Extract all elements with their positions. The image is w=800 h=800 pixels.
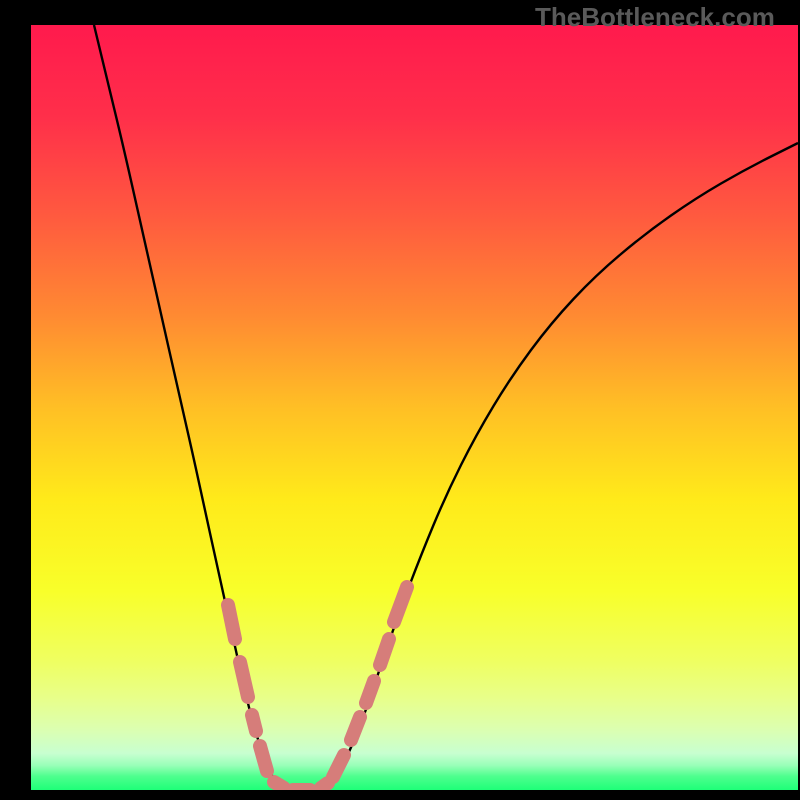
highlight-dash bbox=[260, 746, 267, 771]
watermark-text: TheBottleneck.com bbox=[535, 2, 775, 33]
highlight-dash bbox=[274, 782, 284, 788]
plot-area bbox=[31, 25, 798, 790]
highlight-dash bbox=[240, 662, 248, 697]
highlight-dash bbox=[333, 755, 344, 777]
curve-layer bbox=[31, 25, 798, 790]
highlight-dash bbox=[351, 717, 360, 740]
highlight-dash bbox=[380, 639, 389, 665]
highlight-dash bbox=[228, 605, 235, 639]
highlight-dash bbox=[366, 681, 374, 703]
highlight-dash bbox=[394, 587, 407, 622]
highlight-dash bbox=[252, 715, 256, 731]
chart-container: TheBottleneck.com bbox=[0, 0, 800, 800]
highlight-dash bbox=[321, 783, 328, 788]
bottleneck-curve bbox=[94, 25, 798, 790]
